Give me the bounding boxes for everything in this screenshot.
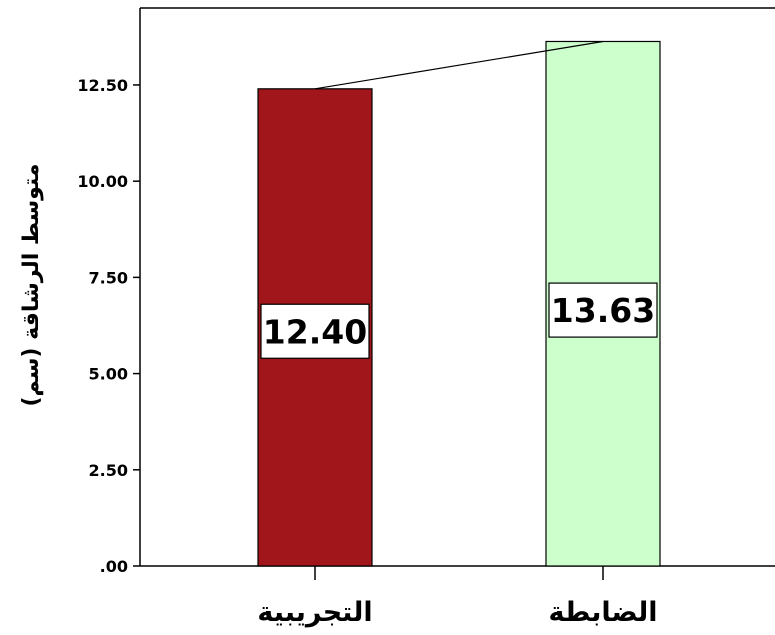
y-tick-label: 2.50 <box>89 461 128 480</box>
value-label-box-2 <box>548 282 658 338</box>
mean-line <box>314 40 604 90</box>
x-category-label-1: التجريبية <box>257 597 372 628</box>
x-axis: التجريبية الضابطة <box>257 566 657 628</box>
y-tick-label: 12.50 <box>77 76 128 95</box>
plot-frame <box>139 7 775 567</box>
value-label-box-1 <box>260 303 370 359</box>
x-category-label-2: الضابطة <box>549 597 658 628</box>
y-axis-title: متوسط الرشاقة (سم) <box>19 163 44 406</box>
value-labels: 12.40 13.63 <box>260 282 658 359</box>
y-tick-label: 5.00 <box>89 365 128 384</box>
y-tick-label: 10.00 <box>77 172 128 191</box>
mean-connecting-line <box>314 40 604 90</box>
y-axis: .00 2.50 5.00 7.50 10.00 12.50 <box>77 76 140 576</box>
value-label-2: 13.63 <box>551 291 655 330</box>
y-tick-label: 7.50 <box>89 268 128 287</box>
value-label-1: 12.40 <box>263 312 367 351</box>
y-tick-label: .00 <box>100 557 128 576</box>
